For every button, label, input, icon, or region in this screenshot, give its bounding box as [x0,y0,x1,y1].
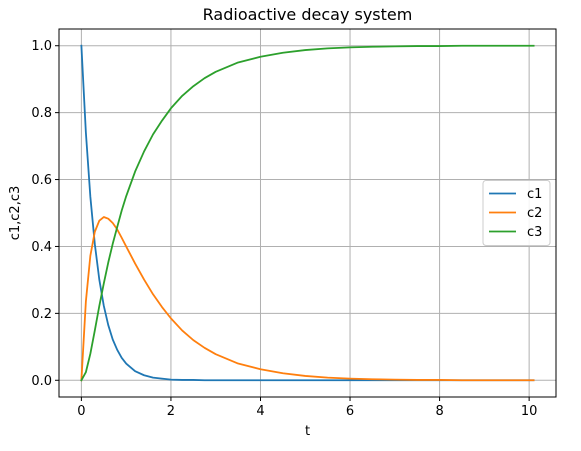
y-tick-label: 0.8 [31,106,52,121]
legend-box [482,180,551,246]
x-tick-label: 4 [256,404,264,419]
legend-label-c2: c2 [527,206,542,221]
y-axis-label: c1,c2,c3 [8,186,23,241]
plot-lines [80,44,535,382]
x-tick-label: 8 [435,404,443,419]
legend-label-c3: c3 [527,225,542,240]
y-tick-label: 0.0 [31,374,52,389]
series-line-c2 [80,216,535,382]
y-tick-label: 0.6 [31,173,52,188]
grid [59,29,556,397]
y-tick-label: 0.4 [31,240,52,255]
y-tick-label: 0.2 [31,307,52,322]
x-tick-label: 10 [521,404,538,419]
x-axis-label: t [305,424,310,439]
axis-ticks: 0 2 4 6 8 10 0.0 0.2 0.4 0.6 0.8 1.0 [31,39,537,419]
axes-frame [58,28,557,398]
x-tick-label: 6 [346,404,354,419]
legend-label-c1: c1 [527,187,542,202]
x-tick-label: 2 [167,404,175,419]
y-tick-label: 1.0 [31,39,52,54]
chart-title: Radioactive decay system [203,5,413,24]
series-line-c3 [80,44,535,382]
legend: c1 c2 c3 [482,180,551,246]
x-tick-label: 0 [77,404,85,419]
